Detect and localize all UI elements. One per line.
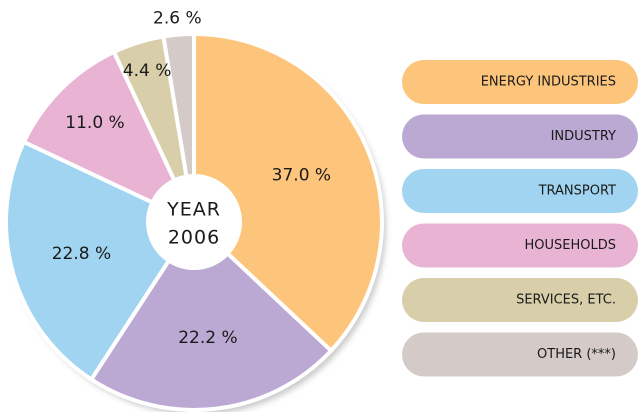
legend-swatch <box>402 278 638 322</box>
legend-label: HOUSEHOLDS <box>524 238 616 253</box>
data-label: 11.0 % <box>65 113 124 133</box>
legend-swatch <box>402 60 638 104</box>
legend-label: INDUSTRY <box>551 129 616 144</box>
legend-swatch <box>402 223 638 268</box>
pie-slice <box>21 49 199 227</box>
pie-slice <box>88 218 334 412</box>
legend-swatch <box>402 114 638 159</box>
data-label: 4.4 % <box>123 61 172 81</box>
center-label: 2006 <box>168 227 220 249</box>
data-label: 2.6 % <box>153 9 202 29</box>
data-label: 22.2 % <box>178 328 237 348</box>
center-label: YEAR <box>166 199 221 221</box>
legend-label: SERVICES, ETC. <box>516 293 616 308</box>
legend-label: ENERGY INDUSTRIES <box>481 75 616 90</box>
data-label: 22.8 % <box>52 244 111 264</box>
pie-slice <box>192 31 384 354</box>
legend-swatch <box>402 169 638 213</box>
center-hole <box>146 174 242 270</box>
legend-label: OTHER (***) <box>537 347 616 362</box>
legend-label: TRANSPORT <box>538 184 616 199</box>
legend-swatch <box>402 332 638 377</box>
data-label: 37.0 % <box>272 166 331 186</box>
